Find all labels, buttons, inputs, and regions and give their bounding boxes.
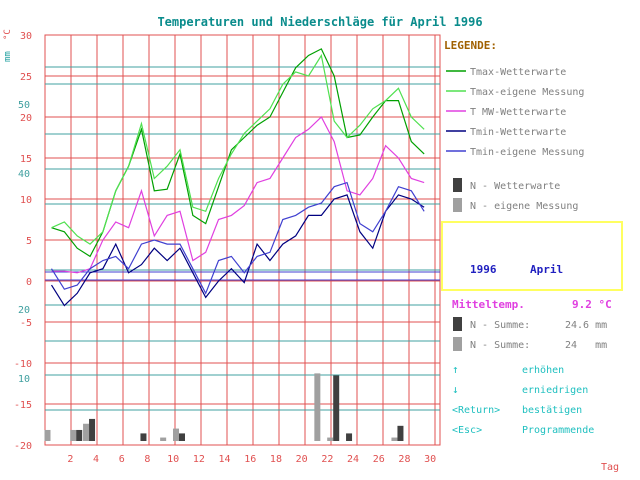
temp-unit-label: °C <box>3 29 13 40</box>
precip-bars <box>44 373 404 441</box>
mean-temp-value: 9.2 °C <box>572 298 612 311</box>
x-tick: 2 <box>67 454 73 465</box>
x-tick: 12 <box>193 454 205 465</box>
series-line <box>50 181 425 295</box>
period-box <box>441 221 623 291</box>
legend-label: Tmin-Wetterwarte <box>470 127 566 138</box>
precip-bar-eigen <box>83 423 90 441</box>
chart-title: Temperaturen und Niederschläge für April… <box>157 15 483 29</box>
y-tick-temp: 0 <box>26 277 32 288</box>
y-tick-precip: 10 <box>18 374 30 385</box>
n-summe-eigen-value: 24 mm <box>565 340 607 351</box>
quit-label[interactable]: Programmende <box>522 425 594 436</box>
y-tick-temp: 15 <box>20 154 32 165</box>
precip-unit-label: mm <box>3 51 13 62</box>
y-tick-temp: 10 <box>20 195 32 206</box>
precip-bar-ww <box>397 425 404 441</box>
precip-bar-eigen <box>160 437 167 441</box>
precip-bar-ww <box>76 429 83 441</box>
x-tick: 26 <box>373 454 385 465</box>
legend-swatch <box>453 178 462 192</box>
x-tick: 28 <box>398 454 410 465</box>
x-tick: 10 <box>167 454 179 465</box>
down-arrow-icon[interactable]: ↓ <box>452 383 459 396</box>
confirm-label[interactable]: bestätigen <box>522 405 582 416</box>
y-tick-temp: 5 <box>26 236 32 247</box>
y-tick-temp: -10 <box>14 359 32 370</box>
legend-label: N - Wetterwarte <box>470 181 560 192</box>
n-summe-eigen-swatch <box>453 337 462 351</box>
legend-swatch <box>453 198 462 212</box>
y-tick-temp: 30 <box>20 31 32 42</box>
series-line <box>51 116 425 274</box>
x-tick: 20 <box>296 454 308 465</box>
n-summe-ww-value: 24.6 mm <box>565 320 607 331</box>
legend-label: N - eigene Messung <box>470 201 578 212</box>
x-tick: 8 <box>144 454 150 465</box>
y-tick-temp: -20 <box>14 441 32 452</box>
decrease-label[interactable]: erniedrigen <box>522 385 588 396</box>
x-tick: 18 <box>270 454 282 465</box>
esc-key[interactable]: <Esc> <box>452 425 482 436</box>
period-year: 1996 <box>470 263 497 276</box>
up-arrow-icon[interactable]: ↑ <box>452 363 459 376</box>
x-axis-ticks: 2 4 6 8 10 12 14 16 18 20 22 24 26 28 30 <box>67 454 436 465</box>
precip-bar-ww <box>333 375 340 441</box>
x-tick: 14 <box>219 454 231 465</box>
series-line <box>51 48 425 258</box>
legend-label: T MW-Wetterwarte <box>470 107 566 118</box>
legend-label: Tmax-eigene Messung <box>470 87 584 98</box>
precip-bar-ww <box>346 433 353 441</box>
x-tick: 30 <box>424 454 436 465</box>
precip-bar-eigen <box>327 437 334 441</box>
precip-bar-eigen <box>173 428 179 441</box>
y-tick-temp: -5 <box>20 318 32 329</box>
precip-bar-ww <box>140 433 147 441</box>
legend-label: Tmax-Wetterwarte <box>470 67 566 78</box>
legend-label: Tmin-eigene Messung <box>470 147 584 158</box>
mean-temp-label: Mitteltemp. <box>452 298 525 311</box>
precip-bar-ww <box>179 433 185 441</box>
y-tick-precip: 20 <box>18 305 30 316</box>
x-tick: 4 <box>93 454 99 465</box>
precip-bar-eigen <box>70 429 77 441</box>
period-month: April <box>530 263 563 276</box>
series-line <box>51 53 425 245</box>
n-summe-ww-swatch <box>453 317 462 331</box>
y-tick-temp: -15 <box>14 400 32 411</box>
x-tick: 6 <box>119 454 125 465</box>
n-summe-eigen-label: N - Summe: <box>470 340 530 351</box>
legend: Tmax-Wetterwarte Tmax-eigene Messung T MW-… <box>446 67 584 212</box>
n-summe-ww-label: N - Summe: <box>470 320 530 331</box>
x-tick: 24 <box>347 454 359 465</box>
legend-title: LEGENDE: <box>444 39 497 52</box>
temperature-lines <box>50 48 425 307</box>
chart-grid <box>44 34 441 446</box>
return-key[interactable]: <Return> <box>452 405 500 416</box>
y-tick-temp: 20 <box>20 113 32 124</box>
precip-bar-eigen <box>314 373 321 441</box>
series-line <box>50 194 425 307</box>
y-tick-precip: 40 <box>18 169 30 180</box>
precip-bar-eigen <box>391 437 398 441</box>
precip-bar-eigen <box>44 429 51 441</box>
x-tick: 16 <box>244 454 256 465</box>
increase-label[interactable]: erhöhen <box>522 365 564 376</box>
precip-bar-ww <box>89 418 96 441</box>
x-axis-label: Tag <box>601 462 619 473</box>
y-tick-precip: 50 <box>18 100 30 111</box>
x-tick: 22 <box>321 454 333 465</box>
y-tick-temp: 25 <box>20 72 32 83</box>
right-panel: LEGENDE: Tmax-Wetterwarte Tmax-eigene Mes… <box>441 39 623 436</box>
